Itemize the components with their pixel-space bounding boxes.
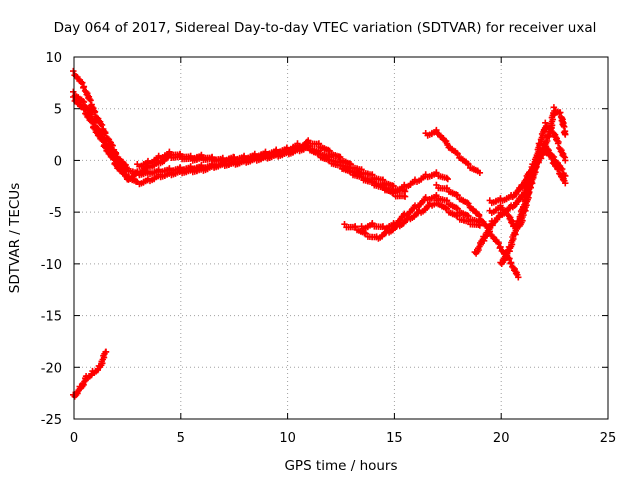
series-arc-h	[422, 126, 484, 177]
data-point	[70, 93, 88, 112]
data-point	[514, 194, 530, 226]
data-point	[562, 179, 569, 187]
data-point	[465, 161, 481, 175]
data-point	[134, 163, 150, 177]
data-point	[82, 370, 95, 382]
data-point	[522, 174, 537, 200]
x-tick-label: 10	[279, 431, 296, 446]
y-axis-title: SDTVAR / TECUs	[7, 183, 23, 293]
y-tick-label: -15	[41, 310, 62, 325]
series-arc-b	[70, 88, 409, 200]
data-point	[557, 109, 569, 137]
data-point	[550, 153, 568, 179]
data-point	[102, 348, 110, 355]
data-point	[562, 157, 569, 164]
data-point	[401, 193, 409, 200]
data-points	[70, 67, 569, 400]
data-point	[562, 172, 569, 180]
series-arc-i	[433, 181, 522, 281]
data-point	[476, 169, 484, 177]
y-tick-label: -25	[41, 413, 62, 428]
grid-lines	[74, 57, 608, 419]
plot-frame	[73, 56, 609, 420]
y-tick-label: -20	[41, 361, 62, 376]
y-tick-label: 0	[54, 154, 62, 169]
x-tick-label: 20	[493, 431, 510, 446]
series-arc-e	[70, 348, 110, 400]
data-point	[231, 154, 238, 161]
x-tick-label: 15	[386, 431, 403, 446]
data-point	[95, 348, 109, 371]
data-point	[465, 200, 483, 218]
y-tick-label: -5	[49, 206, 62, 221]
data-point	[433, 126, 451, 149]
data-point	[89, 365, 102, 376]
data-point	[433, 169, 450, 182]
data-point	[529, 149, 547, 169]
data-point	[515, 274, 522, 281]
y-tick-label: 5	[54, 103, 62, 118]
x-tick-label: 25	[600, 431, 617, 446]
data-point	[562, 131, 569, 138]
y-tick-label: -10	[41, 258, 62, 273]
data-point	[535, 122, 550, 148]
data-point	[554, 140, 569, 161]
series-arc-m	[486, 145, 569, 207]
data-point	[518, 163, 536, 190]
data-point	[444, 175, 451, 183]
x-tick-label: 5	[177, 431, 185, 446]
data-point	[411, 195, 428, 211]
y-tick-label: 10	[45, 51, 62, 66]
series-arc-f	[341, 197, 484, 242]
series-arc-c	[70, 93, 451, 196]
data-point	[505, 220, 522, 252]
x-axis-title: GPS time / hours	[284, 458, 397, 474]
x-tick-label: 0	[70, 431, 78, 446]
chart-title: Day 064 of 2017, Sidereal Day-to-day VTE…	[54, 20, 597, 36]
data-point	[416, 201, 432, 216]
series-arc-d	[134, 148, 238, 170]
data-point	[507, 259, 521, 278]
axis-ticks: 0 5 10 15 20 25 10 5 0 -5 -10 -15 -20 -25	[41, 51, 617, 446]
series-arc-j	[471, 104, 569, 257]
data-point	[112, 161, 131, 183]
